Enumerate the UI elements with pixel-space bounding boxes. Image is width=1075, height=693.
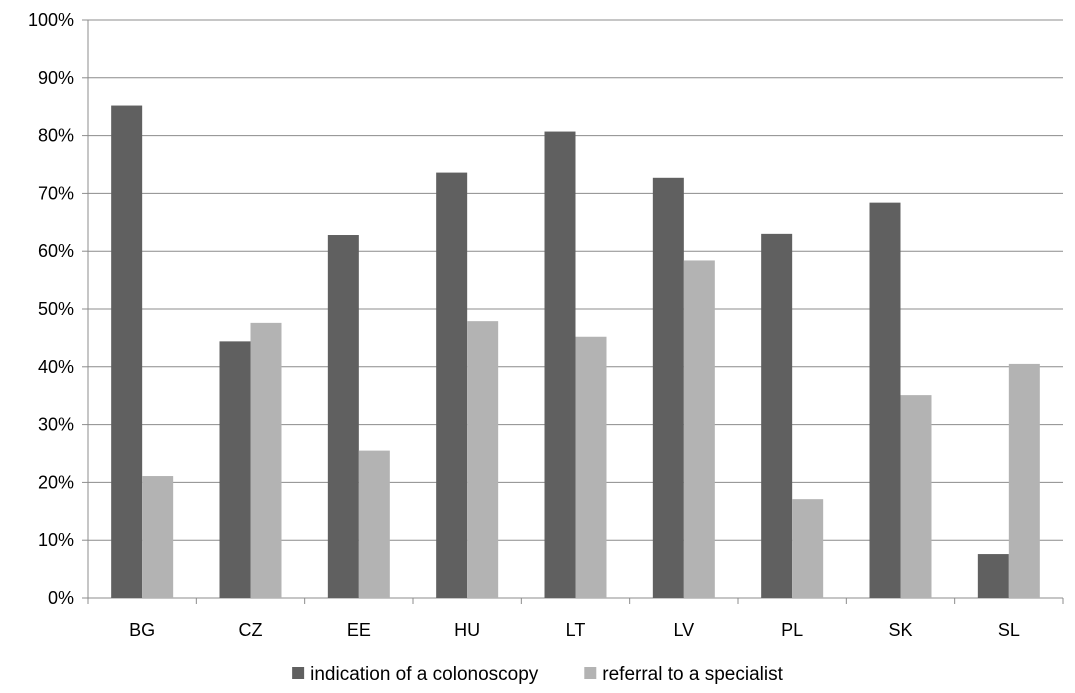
x-category-label: LT [566,620,586,640]
y-tick-label: 10% [38,530,74,550]
bar-pl-series-1 [761,233,793,599]
legend-label: indication of a colonoscopy [310,664,539,685]
x-category-label: PL [781,620,803,640]
y-tick-label: 80% [38,126,74,146]
bar-sk-series-2 [900,395,932,598]
bar-bg-series-1 [111,105,143,598]
x-category-label: BG [129,620,155,640]
legend-swatch [292,667,305,679]
x-category-label: HU [454,620,480,640]
x-category-label: CZ [239,620,263,640]
y-tick-label: 0% [48,588,74,608]
legend: indication of a colonoscopy referral to a… [292,664,784,685]
bar-lt-series-2 [575,336,607,598]
bar-ee-series-1 [327,235,359,599]
bar-sl-series-1 [977,554,1009,598]
bar-hu-series-1 [436,172,468,599]
bar-sl-series-2 [1008,363,1040,598]
x-category-label: SL [998,620,1020,640]
y-tick-label: 30% [38,415,74,435]
bar-cz-series-2 [250,322,282,598]
x-category-label: LV [673,620,694,640]
bars [111,105,1040,599]
y-tick-label: 40% [38,357,74,377]
legend-swatch [584,667,597,679]
bar-sk-series-1 [869,202,901,598]
y-tick-label: 60% [38,241,74,261]
x-category-label: SK [888,620,912,640]
y-tick-label: 90% [38,68,74,88]
y-tick-label: 50% [38,299,74,319]
bar-hu-series-2 [467,321,499,598]
bar-ee-series-2 [358,450,390,598]
bar-pl-series-2 [792,499,824,598]
y-axis-tick-labels: 0% 10% 20% 30% 40% 50% 60% 70% 80% 90% 100% [28,10,74,608]
bar-lv-series-2 [683,260,715,598]
bar-cz-series-1 [219,341,251,598]
x-category-label: EE [347,620,371,640]
bar-lt-series-1 [544,131,576,598]
y-tick-label: 100% [28,10,74,30]
bar-lv-series-1 [652,177,684,598]
y-tick-label: 20% [38,472,74,492]
y-tick-label: 70% [38,183,74,203]
x-axis-category-labels: BG CZ EE HU LT LV PL SK SL [129,620,1020,640]
legend-label: referral to a specialist [602,664,783,685]
bar-bg-series-2 [142,476,174,598]
